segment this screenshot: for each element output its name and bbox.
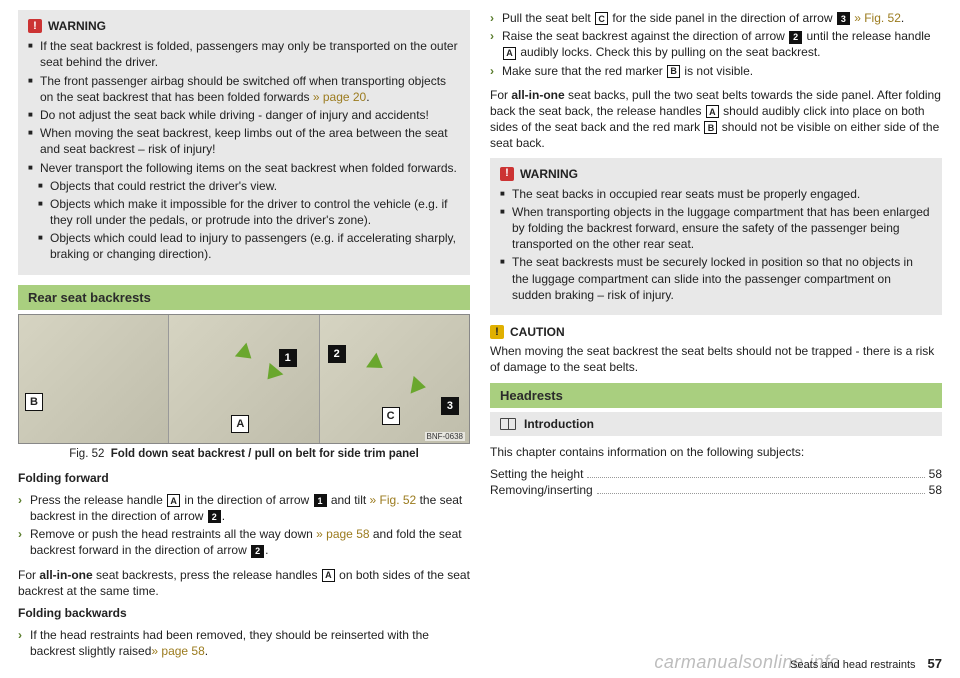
figure-label-B: B (25, 393, 43, 411)
warning-header: ! WARNING (500, 166, 932, 182)
step-item: Remove or push the head restraints all t… (18, 526, 470, 558)
ref-A: A (503, 47, 516, 60)
warning-box-right: ! WARNING The seat backs in occupied rea… (490, 158, 942, 316)
figure-panel-1: B (19, 315, 169, 443)
right-column: Pull the seat belt C for the side panel … (490, 10, 942, 668)
warning-title: WARNING (520, 166, 578, 182)
fig-link[interactable]: » Fig. 52 (370, 493, 417, 507)
ref-A: A (167, 494, 180, 507)
allinone-back-text: For all-in-one seat backs, pull the two … (490, 87, 942, 152)
figure-label-3: 3 (441, 397, 459, 415)
section-bar-headrests: Headrests (490, 383, 942, 408)
toc-page: 58 (929, 467, 942, 481)
page-link[interactable]: » page 20 (313, 90, 366, 104)
heading-folding-backwards: Folding backwards (18, 605, 470, 621)
book-icon (500, 418, 516, 430)
step-item: Pull the seat belt C for the side panel … (490, 10, 942, 26)
step-item: Raise the seat backrest against the dire… (490, 28, 942, 60)
toc-page: 58 (929, 483, 942, 497)
warning-item: The seat backrests must be securely lock… (500, 254, 932, 303)
warning-icon: ! (28, 19, 42, 33)
figure-label-1: 1 (279, 349, 297, 367)
arrow-icon (235, 342, 257, 365)
step-item: Make sure that the red marker B is not v… (490, 63, 942, 79)
page-link[interactable]: » page 58 (316, 527, 369, 541)
step-item: Press the release handle A in the direct… (18, 492, 470, 524)
ref-2: 2 (789, 31, 802, 44)
manual-page: ! WARNING If the seat backrest is folded… (0, 0, 960, 678)
section-sub-introduction: Introduction (490, 412, 942, 436)
figure-panel-3: 2 C 3 BNF-0638 (320, 315, 469, 443)
introduction-label: Introduction (524, 417, 594, 431)
left-column: ! WARNING If the seat backrest is folded… (18, 10, 470, 668)
warning-item: Never transport the following items on t… (28, 160, 460, 176)
warning-list: If the seat backrest is folded, passenge… (28, 38, 460, 176)
heading-folding-forward: Folding forward (18, 470, 470, 486)
page-link[interactable]: » page 58 (151, 644, 204, 658)
ref-B: B (704, 121, 717, 134)
figure-label-A: A (231, 415, 249, 433)
toc-row[interactable]: Setting the height 58 (490, 467, 942, 481)
figure-52: B 1 A 2 C 3 BNF-0638 (18, 314, 470, 444)
warning-icon: ! (500, 167, 514, 181)
fig-link[interactable]: » Fig. 52 (854, 11, 901, 25)
figure-label-2: 2 (328, 345, 346, 363)
toc-row[interactable]: Removing/inserting 58 (490, 483, 942, 497)
ref-1: 1 (314, 494, 327, 507)
page-footer: Seats and head restraints 57 (790, 656, 942, 671)
warning-item: Do not adjust the seat back while drivin… (28, 107, 460, 123)
warning-item: The seat backs in occupied rear seats mu… (500, 186, 932, 202)
warning-nested-item: Objects that could restrict the driver's… (28, 178, 460, 194)
figure-label-C: C (382, 407, 400, 425)
toc-dots (597, 493, 925, 494)
figure-panel-2: 1 A (169, 315, 319, 443)
arrow-icon (366, 352, 388, 375)
folding-back-steps: If the head restraints had been removed,… (18, 627, 470, 659)
ref-2: 2 (208, 510, 221, 523)
footer-page-number: 57 (928, 656, 942, 671)
warning-nested-item: Objects which could lead to injury to pa… (28, 230, 460, 262)
caution-title: CAUTION (510, 325, 565, 339)
allinone-forward-text: For all-in-one seat backrests, press the… (18, 567, 470, 599)
warning-nested-list: Objects that could restrict the driver's… (28, 178, 460, 263)
ref-A: A (322, 569, 335, 582)
right-top-steps: Pull the seat belt C for the side panel … (490, 10, 942, 79)
toc-label: Setting the height (490, 467, 583, 481)
warning-header: ! WARNING (28, 18, 460, 34)
warning-list: The seat backs in occupied rear seats mu… (500, 186, 932, 303)
caution-icon: ! (490, 325, 504, 339)
arrow-icon (410, 376, 427, 396)
figure-caption: Fig. 52 Fold down seat backrest / pull o… (18, 448, 470, 460)
toc-label: Removing/inserting (490, 483, 593, 497)
folding-forward-steps: Press the release handle A in the direct… (18, 492, 470, 559)
ref-A: A (706, 105, 719, 118)
caution-header: ! CAUTION (490, 325, 942, 339)
intro-text: This chapter contains information on the… (490, 444, 942, 460)
warning-nested-item: Objects which make it impossible for the… (28, 196, 460, 228)
section-bar-rear-seat: Rear seat backrests (18, 285, 470, 310)
caution-text: When moving the seat backrest the seat b… (490, 343, 942, 375)
ref-B: B (667, 65, 680, 78)
step-item: If the head restraints had been removed,… (18, 627, 470, 659)
warning-item: The front passenger airbag should be swi… (28, 73, 460, 105)
ref-2: 2 (251, 545, 264, 558)
warning-title: WARNING (48, 18, 106, 34)
footer-section: Seats and head restraints (790, 659, 915, 671)
ref-3: 3 (837, 12, 850, 25)
figure-code: BNF-0638 (425, 432, 465, 441)
toc-dots (587, 477, 924, 478)
warning-box-left: ! WARNING If the seat backrest is folded… (18, 10, 470, 275)
ref-C: C (595, 12, 608, 25)
warning-item: When moving the seat backrest, keep limb… (28, 125, 460, 157)
warning-item: When transporting objects in the luggage… (500, 204, 932, 253)
warning-item: If the seat backrest is folded, passenge… (28, 38, 460, 70)
